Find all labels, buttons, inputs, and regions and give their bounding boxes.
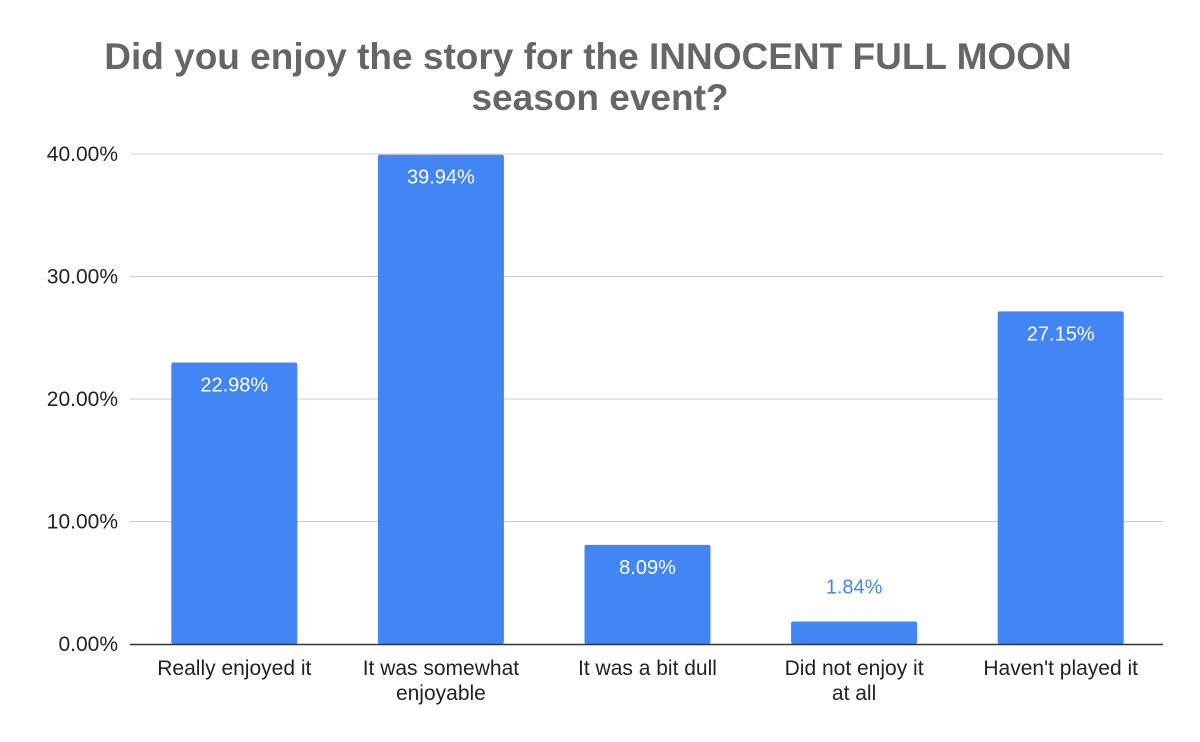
x-category-label-line: It was a bit dull — [578, 657, 717, 680]
x-axis-category-labels: Really enjoyed it It was somewhatenjoyabl… — [157, 657, 1138, 705]
bar — [791, 621, 918, 644]
x-category-label: Haven't played it — [983, 657, 1138, 680]
chart-title-line-2: season event? — [471, 77, 728, 118]
x-category-label: It was a bit dull — [578, 657, 717, 680]
bars — [171, 154, 1124, 645]
data-label: 1.84% — [826, 576, 883, 598]
data-label: 39.94% — [407, 167, 475, 189]
chart-title-line-1: Did you enjoy the story for the INNOCENT… — [104, 36, 1072, 77]
x-category-label-line: Haven't played it — [983, 657, 1138, 680]
x-category-label-line: at all — [832, 682, 876, 705]
y-tick-label: 0.00% — [58, 633, 118, 656]
gridlines — [130, 153, 1163, 522]
bar — [171, 362, 298, 644]
y-tick-label: 30.00% — [47, 266, 118, 289]
y-tick-label: 10.00% — [47, 511, 118, 534]
chart-title: Did you enjoy the story for the INNOCENT… — [104, 36, 1072, 118]
x-category-label-line: Did not enjoy it — [785, 657, 924, 680]
data-label: 27.15% — [1027, 323, 1095, 345]
bar — [584, 544, 711, 644]
bar — [997, 311, 1124, 644]
x-category-label: Really enjoyed it — [157, 657, 311, 680]
bar — [377, 154, 504, 645]
y-tick-label: 40.00% — [47, 143, 118, 166]
y-axis-tick-labels: 0.00% 10.00% 20.00% 30.00% 40.00% — [47, 143, 118, 656]
x-category-label-line: Really enjoyed it — [157, 657, 311, 680]
x-category-label-line: It was somewhat — [363, 657, 520, 680]
data-label: 22.98% — [200, 374, 268, 396]
data-label: 8.09% — [619, 557, 676, 579]
y-tick-label: 20.00% — [47, 388, 118, 411]
x-category-label-line: enjoyable — [396, 682, 486, 705]
data-labels: 22.98% 39.94% 8.09% 1.84% 27.15% — [200, 167, 1094, 599]
